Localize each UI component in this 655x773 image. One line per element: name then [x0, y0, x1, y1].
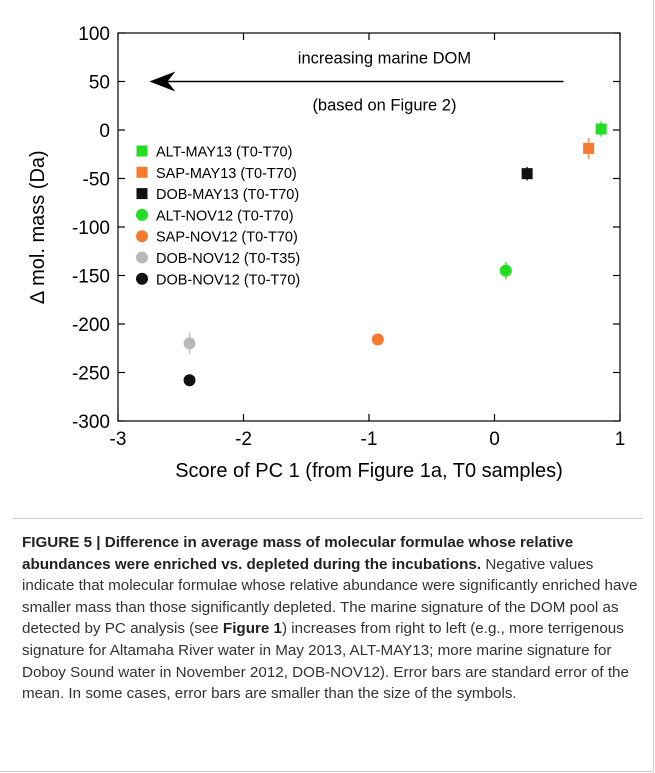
y-axis-label: ∆ mol. mass (Da)	[27, 150, 49, 303]
scatter-chart: -3 -2 -1 0 1 100 50 0 -50 -100 -150 -200 -250 -300 in…	[27, 24, 625, 482]
y-tick-label: -100	[72, 218, 110, 239]
legend-entry-label: SAP-MAY13 (T0-T70)	[156, 166, 297, 182]
legend-marker-circle	[136, 208, 148, 221]
legend-entry-label: ALT-NOV12 (T0-T70)	[156, 208, 294, 224]
plot-frame	[117, 32, 621, 422]
figure-caption: FIGURE 5 | Difference in average mass of…	[22, 532, 640, 705]
legend-entry-label: DOB-NOV12 (T0-T70)	[156, 272, 300, 288]
caption-text-part2: ) increases from right to left (e.g., mo…	[22, 620, 629, 703]
caption-text-part1: Negative values indicate that molecular …	[22, 555, 638, 638]
legend-marker-circle	[136, 230, 148, 243]
data-point-square	[521, 168, 533, 180]
axis-ticks: -3 -2 -1 0 1 100 50 0 -50 -100 -150 -200 -250 -300	[72, 24, 625, 450]
y-tick-label: -250	[72, 364, 110, 385]
data-point-square	[595, 123, 607, 135]
legend-marker-circle	[136, 251, 148, 264]
y-tick-label: 100	[78, 24, 110, 45]
data-point-square	[583, 142, 595, 154]
legend-entry-label: SAP-NOV12 (T0-T70)	[156, 230, 298, 246]
data-points	[183, 121, 607, 387]
x-axis-label: Score of PC 1 (from Figure 1a, T0 sample…	[175, 460, 563, 482]
arrow-head	[149, 71, 176, 92]
caption-heading: FIGURE 5 | Difference in average mass of…	[22, 534, 574, 573]
data-point-circle	[183, 337, 196, 350]
y-tick-label: 50	[89, 73, 110, 94]
x-tick-label: 0	[489, 429, 500, 450]
x-tick-label: -3	[110, 429, 127, 450]
y-tick-label: -50	[83, 170, 110, 191]
y-tick-label: 0	[99, 121, 110, 142]
data-point-circle	[371, 333, 384, 346]
arrow-label: increasing marine DOM	[298, 50, 471, 68]
data-point-circle	[183, 374, 196, 387]
y-tick-label: -150	[72, 267, 110, 288]
axes	[117, 32, 621, 422]
legend-marker-square	[136, 166, 148, 178]
annotations: increasing marine DOM (based on Figure 2)	[149, 50, 564, 115]
legend-marker-square	[136, 188, 148, 200]
caption-figure-reference[interactable]: Figure 1	[222, 620, 282, 638]
y-tick-label: -200	[72, 315, 110, 336]
x-tick-label: 1	[615, 429, 626, 450]
legend-marker-circle	[136, 272, 148, 285]
legend-entry-label: DOB-NOV12 (T0-T35)	[156, 251, 300, 267]
legend-marker-square	[136, 145, 148, 157]
data-point-circle	[499, 264, 512, 277]
caption-divider	[12, 518, 643, 519]
legend-entry-label: DOB-MAY13 (T0-T70)	[156, 187, 299, 203]
legend: ALT-MAY13 (T0-T70) SAP-MAY13 (T0-T70) DOB-…	[136, 145, 300, 288]
x-tick-label: -2	[235, 429, 252, 450]
arrow-sublabel: (based on Figure 2)	[312, 97, 456, 115]
x-tick-label: -1	[361, 429, 378, 450]
y-tick-label: -300	[72, 412, 110, 433]
legend-entry-label: ALT-MAY13 (T0-T70)	[156, 145, 292, 161]
